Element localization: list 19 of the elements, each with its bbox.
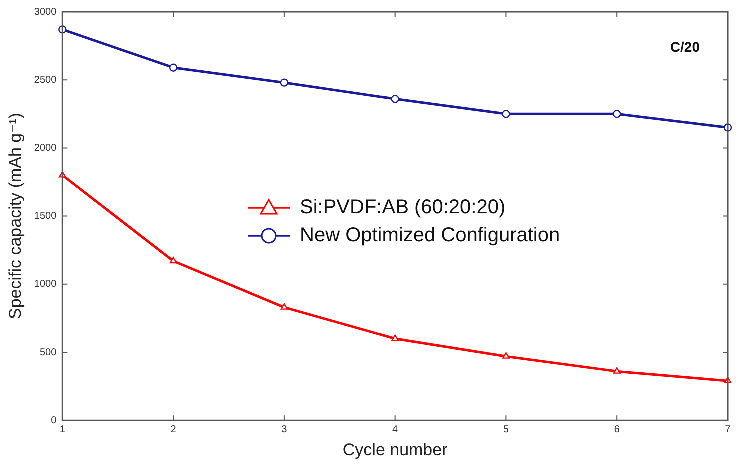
x-tick-label: 7 xyxy=(725,424,732,436)
y-tick-label: 2500 xyxy=(34,74,58,86)
x-tick-label: 4 xyxy=(392,424,399,436)
x-tick-label: 5 xyxy=(503,424,510,436)
x-tick-label: 2 xyxy=(170,424,177,436)
y-tick-label: 0 xyxy=(51,415,58,426)
y-tick-label: 1000 xyxy=(34,279,58,290)
y-tick-label: 500 xyxy=(40,347,58,358)
x-tick-label: 6 xyxy=(614,424,620,436)
legend-label: Si:PVDF:AB (60:20:20) xyxy=(300,196,506,219)
x-tick-label: 3 xyxy=(282,424,288,436)
x-tick-label: 1 xyxy=(60,424,66,436)
legend-label: New Optimized Configuration xyxy=(300,224,560,247)
x-axis-title: Cycle number xyxy=(342,440,448,460)
y-tick-label: 3000 xyxy=(34,6,58,18)
y-axis-title: Specific capacity (mAh g⁻¹) xyxy=(6,113,25,320)
y-tick-label: 2000 xyxy=(34,142,58,154)
y-tick-label: 1500 xyxy=(34,211,58,222)
annotation: C/20 xyxy=(670,38,700,55)
